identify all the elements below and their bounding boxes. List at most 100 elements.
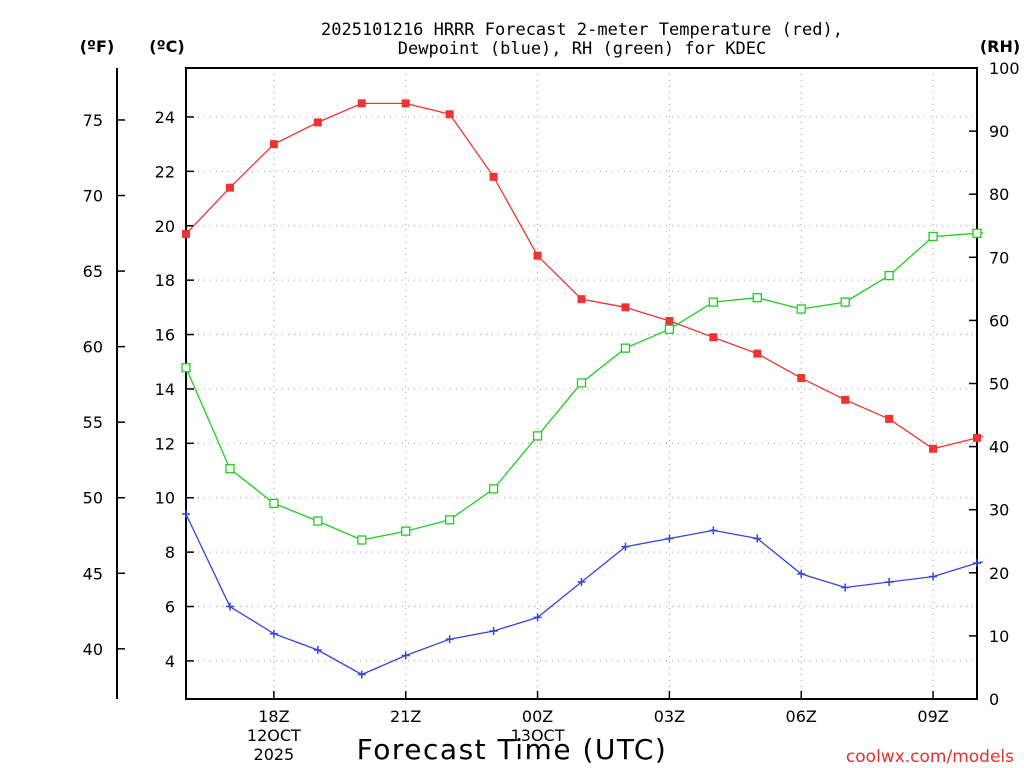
temperature-point — [313, 118, 322, 127]
rh-point — [620, 343, 631, 353]
celsius-tick-label: 24 — [155, 108, 175, 127]
temperature-point — [929, 444, 938, 453]
dewpoint-line — [185, 513, 983, 676]
temperature-point — [665, 316, 674, 325]
rh-tick-label: 40 — [989, 438, 1009, 457]
rh-point — [796, 304, 806, 314]
dewpoint-point — [929, 572, 938, 581]
celsius-tick-label: 14 — [155, 380, 175, 399]
rh-point — [181, 363, 191, 373]
data-series — [181, 99, 983, 679]
fahrenheit-tick-label: 55 — [83, 413, 103, 432]
rh-point — [884, 270, 894, 281]
temperature-point — [621, 303, 630, 312]
rh-unit-label: (RH) — [980, 37, 1020, 56]
dewpoint-point — [577, 578, 586, 587]
rh-point — [488, 484, 499, 494]
dewpoint-point — [313, 646, 322, 655]
x-tick-label: 00Z — [522, 707, 553, 726]
celsius-unit-label: (ºC) — [149, 37, 184, 56]
temperature-point — [489, 172, 498, 181]
dewpoint-point — [709, 526, 718, 535]
dewpoint-point — [225, 602, 234, 611]
rh-tick-label: 10 — [989, 627, 1009, 646]
temperature-point — [797, 374, 806, 383]
dewpoint-point — [841, 583, 850, 592]
rh-point — [752, 293, 762, 303]
celsius-tick-label: 10 — [155, 489, 175, 508]
x-tick-label: 21Z — [390, 707, 421, 726]
temperature-point — [973, 433, 981, 442]
rh-line — [185, 232, 983, 541]
celsius-tick-label: 8 — [165, 543, 175, 562]
x-tick-label: 2025 — [254, 745, 295, 764]
rh-tick-label: 70 — [989, 248, 1009, 267]
dewpoint-point — [269, 629, 278, 638]
rh-point — [269, 498, 279, 509]
dewpoint-point — [445, 635, 454, 644]
chart-title-line-1: 2025101216 HRRR Forecast 2-meter Tempera… — [321, 20, 843, 40]
dewpoint-point — [401, 651, 410, 660]
temperature-point — [401, 99, 410, 108]
temperature-point — [709, 333, 718, 342]
dewpoint-series — [182, 510, 983, 679]
temperature-point — [753, 349, 762, 358]
dewpoint-point — [182, 510, 190, 519]
rh-point — [664, 324, 675, 334]
rh-series — [181, 228, 983, 545]
rh-point — [928, 231, 938, 242]
celsius-tick-label: 4 — [165, 652, 175, 671]
temperature-point — [269, 140, 278, 149]
rh-point — [840, 297, 850, 307]
temperature-point — [182, 229, 190, 238]
rh-tick-label: 90 — [989, 122, 1009, 141]
dewpoint-point — [797, 569, 806, 578]
x-tick-label: 18Z — [258, 707, 289, 726]
rh-point — [445, 515, 455, 525]
tick-labels: 40 45 50 55 60 65 70 75 4 6 8 10 12 14 16 18 20 22 24 0 10 20… — [83, 59, 1020, 764]
temperature-point — [533, 251, 542, 260]
rh-tick-label: 20 — [989, 564, 1009, 583]
watermark: coolwx.com/models — [846, 747, 1014, 767]
temperature-point — [577, 295, 586, 304]
x-tick-label: 12OCT — [247, 726, 301, 745]
temperature-point — [885, 414, 894, 423]
rh-point — [972, 228, 982, 238]
temperature-point — [445, 110, 454, 119]
rh-tick-label: 80 — [989, 185, 1009, 204]
dewpoint-point — [753, 534, 762, 543]
dewpoint-point — [533, 613, 542, 622]
rh-point — [708, 297, 718, 307]
rh-tick-label: 100 — [989, 59, 1020, 78]
fahrenheit-tick-label: 40 — [83, 640, 103, 659]
celsius-tick-label: 20 — [155, 217, 175, 236]
x-tick-label: 09Z — [917, 707, 948, 726]
dewpoint-point — [665, 534, 674, 543]
dewpoint-point — [973, 559, 981, 568]
axes — [116, 67, 978, 700]
fahrenheit-tick-label: 50 — [83, 489, 103, 508]
dewpoint-point — [621, 542, 630, 551]
rh-point — [357, 535, 367, 545]
dewpoint-point — [489, 627, 498, 636]
chart-title-line-2: Dewpoint (blue), RH (green) for KDEC — [398, 39, 766, 59]
rh-point — [576, 378, 587, 388]
celsius-tick-label: 22 — [155, 162, 175, 181]
rh-tick-label: 0 — [989, 690, 999, 709]
temperature-series — [182, 99, 983, 453]
x-tick-label: 06Z — [786, 707, 817, 726]
fahrenheit-unit-label: (ºF) — [80, 37, 115, 56]
rh-point — [225, 464, 235, 474]
temperature-point — [225, 183, 234, 192]
fahrenheit-tick-label: 45 — [83, 564, 103, 583]
dewpoint-point — [357, 670, 366, 679]
celsius-tick-label: 6 — [165, 598, 175, 617]
temperature-point — [841, 395, 850, 404]
temperature-point — [357, 99, 366, 108]
fahrenheit-tick-label: 65 — [83, 262, 103, 281]
x-tick-label: 03Z — [654, 707, 685, 726]
rh-point — [313, 516, 323, 526]
x-axis-label: Forecast Time (UTC) — [357, 733, 668, 766]
fahrenheit-tick-label: 70 — [83, 187, 103, 206]
